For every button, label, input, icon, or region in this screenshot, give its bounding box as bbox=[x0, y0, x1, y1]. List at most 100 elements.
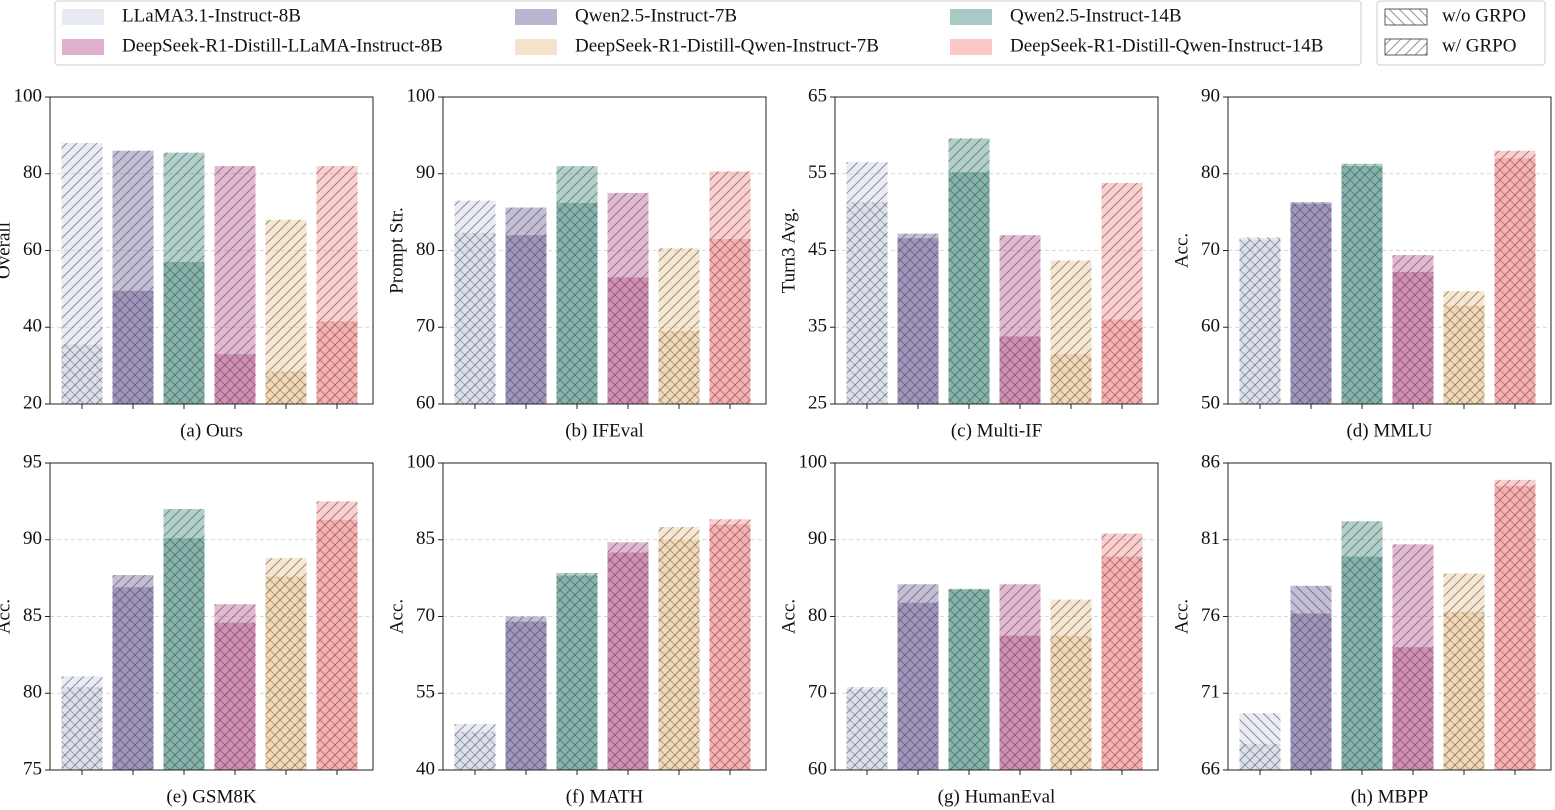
y-tick-label: 100 bbox=[407, 451, 436, 472]
bar-hatch bbox=[948, 588, 990, 770]
bar-hatch bbox=[112, 575, 154, 770]
legend-label: w/ GRPO bbox=[1442, 35, 1516, 56]
bar-hatch bbox=[607, 192, 649, 404]
y-tick-label: 90 bbox=[416, 162, 435, 183]
y-tick-label: 55 bbox=[416, 682, 435, 703]
plot-frame bbox=[834, 462, 1159, 771]
y-tick-label: 100 bbox=[799, 451, 828, 472]
y-tick-label: 65 bbox=[808, 85, 827, 106]
bar-hatch bbox=[846, 162, 888, 404]
y-tick-label: 70 bbox=[416, 316, 435, 337]
bar-hatch bbox=[1341, 163, 1383, 404]
legend-label: DeepSeek-R1-Distill-Qwen-Instruct-14B bbox=[1010, 35, 1323, 56]
x-axis-label: (b) IFEval bbox=[565, 420, 644, 441]
plot-frame bbox=[442, 462, 767, 771]
bar-hatch bbox=[1494, 150, 1536, 404]
y-tick-label: 80 bbox=[416, 239, 435, 260]
bar-hatch bbox=[658, 248, 700, 404]
x-axis-label: (e) GSM8K bbox=[166, 786, 257, 807]
y-tick-label: 85 bbox=[23, 605, 42, 626]
legend-swatch bbox=[62, 39, 104, 55]
y-tick-label: 25 bbox=[808, 392, 827, 413]
y-tick-label: 95 bbox=[23, 451, 42, 472]
y-tick-label: 90 bbox=[23, 528, 42, 549]
y-tick-label: 70 bbox=[808, 682, 827, 703]
y-axis-label: Acc. bbox=[1171, 233, 1192, 268]
legend-label: Qwen2.5-Instruct-7B bbox=[575, 5, 737, 26]
x-axis-label: (g) HumanEval bbox=[938, 786, 1056, 807]
bar-hatch bbox=[214, 604, 256, 770]
bar-hatch bbox=[1443, 291, 1485, 404]
bar-hatch bbox=[265, 219, 307, 404]
legend-hatch-swatch bbox=[1384, 8, 1428, 26]
y-tick-label: 20 bbox=[23, 392, 42, 413]
legend-hatch-swatch bbox=[1384, 38, 1428, 56]
bar-hatch bbox=[1101, 182, 1143, 404]
legend-box bbox=[54, 0, 1362, 66]
bar-hatch bbox=[1290, 203, 1332, 404]
legend-swatch bbox=[950, 9, 992, 25]
x-axis-label: (c) Multi-IF bbox=[951, 420, 1042, 441]
y-tick-label: 40 bbox=[416, 758, 435, 779]
legend-label: DeepSeek-R1-Distill-Qwen-Instruct-7B bbox=[575, 35, 879, 56]
y-tick-label: 40 bbox=[23, 316, 42, 337]
bar-hatch bbox=[1239, 743, 1281, 770]
bar-hatch bbox=[897, 233, 939, 404]
y-axis-label: Acc. bbox=[386, 599, 407, 634]
bar-hatch bbox=[454, 200, 496, 404]
x-axis-label: (a) Ours bbox=[180, 420, 243, 441]
y-axis-label: Prompt Str. bbox=[386, 207, 407, 294]
y-tick-label: 55 bbox=[808, 162, 827, 183]
y-axis-label: Acc. bbox=[0, 599, 14, 634]
bar-hatch bbox=[1392, 544, 1434, 770]
plot-frame bbox=[49, 462, 374, 771]
bar-hatch bbox=[556, 573, 598, 770]
bar-hatch bbox=[948, 138, 990, 404]
legend-swatch bbox=[515, 9, 557, 25]
y-axis-label: Turn3 Avg. bbox=[778, 208, 799, 294]
plot-frame bbox=[49, 96, 374, 405]
y-tick-label: 60 bbox=[808, 758, 827, 779]
bar-hatch bbox=[999, 584, 1041, 770]
y-tick-label: 45 bbox=[808, 239, 827, 260]
y-tick-label: 71 bbox=[1201, 682, 1220, 703]
bar-hatch bbox=[61, 143, 103, 405]
bar-hatch bbox=[999, 235, 1041, 404]
bar-hatch bbox=[1239, 239, 1281, 404]
y-tick-label: 80 bbox=[23, 682, 42, 703]
legend-swatch bbox=[515, 39, 557, 55]
y-tick-label: 80 bbox=[1201, 162, 1220, 183]
bar-hatch bbox=[897, 584, 939, 770]
y-tick-label: 80 bbox=[23, 162, 42, 183]
y-tick-label: 90 bbox=[808, 528, 827, 549]
legend-label: DeepSeek-R1-Distill-LLaMA-Instruct-8B bbox=[122, 35, 443, 56]
y-tick-label: 60 bbox=[416, 392, 435, 413]
plot-frame bbox=[1227, 462, 1552, 771]
plot-frame bbox=[442, 96, 767, 405]
bar-hatch bbox=[1392, 255, 1434, 404]
bar-hatch bbox=[316, 166, 358, 404]
x-axis-label: (f) MATH bbox=[566, 786, 644, 807]
y-tick-label: 70 bbox=[1201, 239, 1220, 260]
bar-hatch bbox=[454, 723, 496, 770]
bar-hatch bbox=[505, 616, 547, 770]
x-axis-label: (d) MMLU bbox=[1346, 420, 1432, 441]
y-tick-label: 90 bbox=[1201, 85, 1220, 106]
bar-hatch bbox=[846, 687, 888, 770]
legend-label: Qwen2.5-Instruct-14B bbox=[1010, 5, 1182, 26]
y-tick-label: 70 bbox=[416, 605, 435, 626]
bar-hatch bbox=[1050, 599, 1092, 770]
y-tick-label: 81 bbox=[1201, 528, 1220, 549]
y-tick-label: 86 bbox=[1201, 451, 1220, 472]
y-tick-label: 60 bbox=[23, 239, 42, 260]
bar-hatch bbox=[1050, 260, 1092, 404]
y-axis-label: Overall bbox=[0, 222, 14, 279]
legend-swatch bbox=[950, 39, 992, 55]
bar-hatch bbox=[214, 166, 256, 404]
y-tick-label: 85 bbox=[416, 528, 435, 549]
bar-hatch bbox=[112, 150, 154, 404]
y-tick-label: 80 bbox=[808, 605, 827, 626]
y-tick-label: 100 bbox=[14, 85, 43, 106]
bar-hatch bbox=[316, 501, 358, 770]
